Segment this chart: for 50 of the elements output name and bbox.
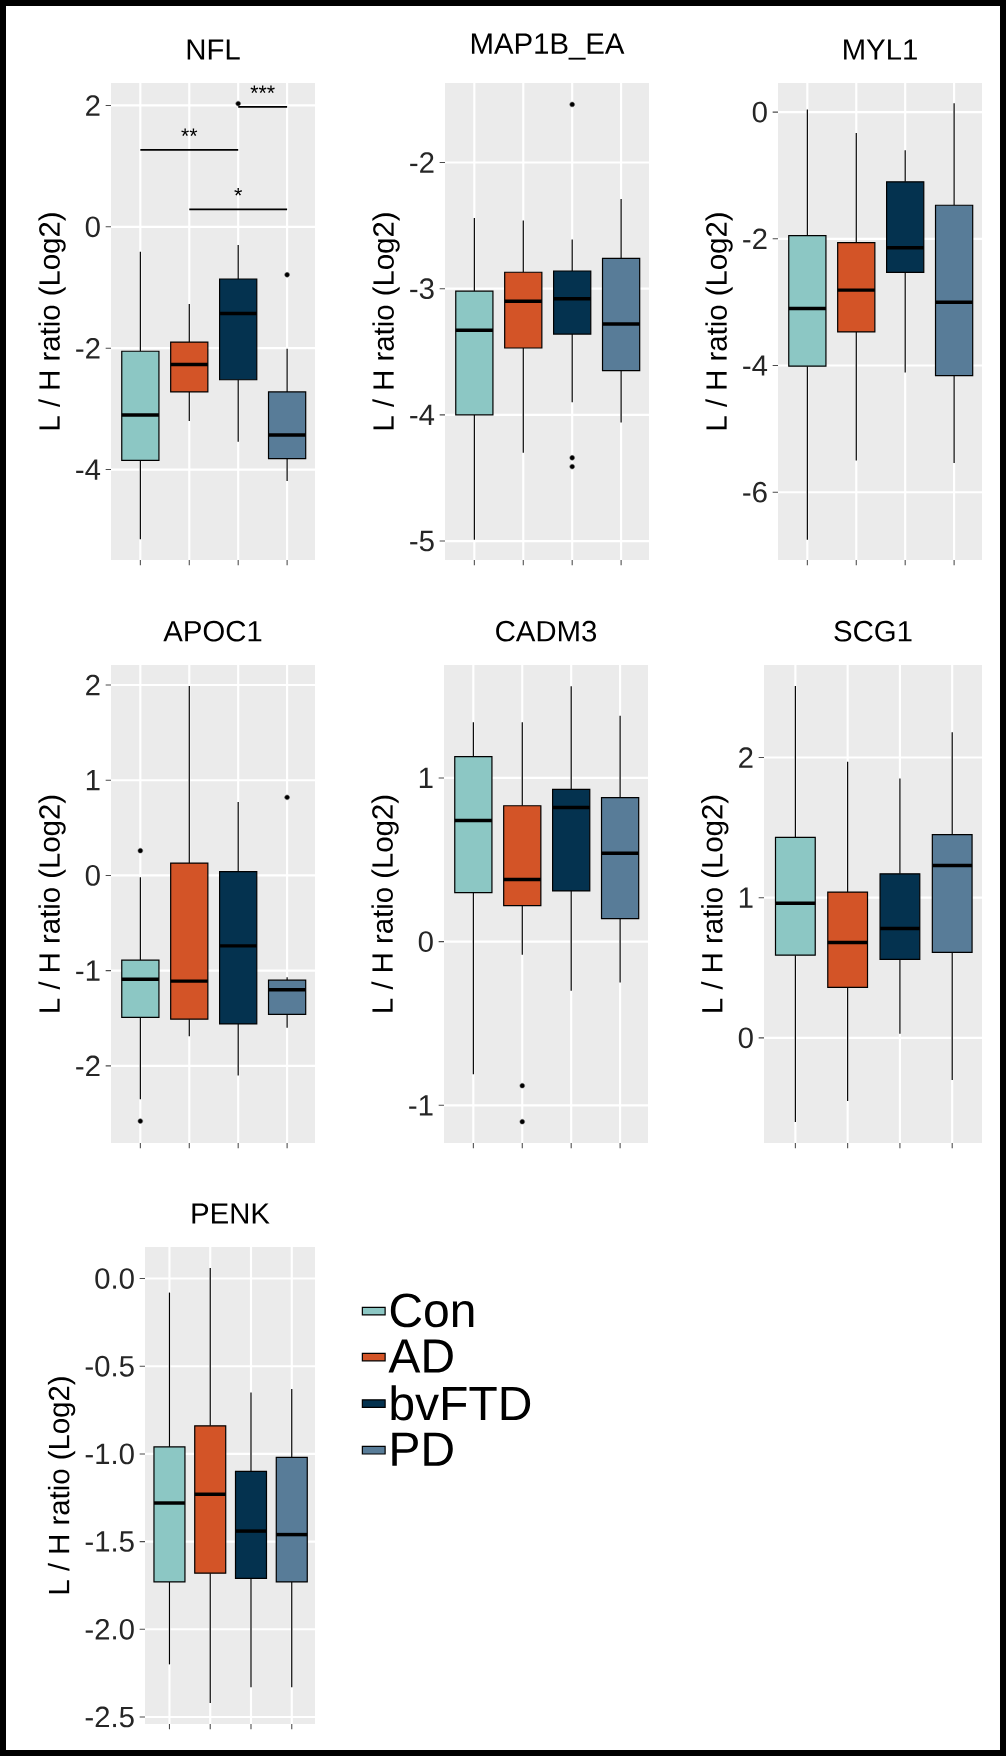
y-tick-label: -2 <box>743 228 767 250</box>
y-tick-label: -2 <box>76 337 100 359</box>
y-tick-label: 0 <box>418 931 433 953</box>
y-axis-title: L / H ratio (Log2) <box>701 795 729 1012</box>
y-axis-title: L / H ratio (Log2) <box>371 795 399 1012</box>
y-tick-label: 1 <box>86 770 100 791</box>
y-tick-label: 0 <box>85 865 100 886</box>
legend-label: bvFTD <box>391 1385 531 1421</box>
annotation: ** <box>181 128 198 136</box>
y-axis-title: L / H ratio (Log2) <box>38 213 66 430</box>
y-tick-label: 0 <box>752 101 767 123</box>
annotation: *** <box>250 85 275 93</box>
chart-title: SCG1 <box>834 620 912 642</box>
y-tick-label: -4 <box>743 355 768 376</box>
chart-title: MAP1B_EA <box>471 33 625 60</box>
chart-title: MYL1 <box>844 39 917 60</box>
y-tick-label: -3 <box>410 278 434 300</box>
y-tick-label: 1 <box>739 887 753 908</box>
y-tick-label: 2 <box>86 674 100 696</box>
y-tick-label: -2 <box>76 1055 100 1077</box>
legend-label: PD <box>392 1432 453 1466</box>
y-tick-label: -1.5 <box>85 1531 134 1552</box>
chart-title: CADM3 <box>496 620 597 642</box>
y-tick-label: -2.0 <box>85 1618 134 1640</box>
y-tick-label: -1.0 <box>85 1443 134 1465</box>
y-tick-label: -2 <box>410 152 434 173</box>
y-tick-label: -1 <box>409 1095 433 1116</box>
y-axis-title: L / H ratio (Log2) <box>47 1377 76 1594</box>
y-tick-label: 2 <box>739 747 753 768</box>
chart-title: NFL <box>187 39 240 60</box>
y-tick-label: -6 <box>743 481 767 503</box>
y-tick-label: -1 <box>76 960 100 981</box>
y-tick-label: -4 <box>76 459 101 480</box>
legend-label: AD <box>388 1339 453 1373</box>
y-tick-label: 2 <box>86 95 100 116</box>
legend-label: Con <box>390 1293 474 1328</box>
y-axis-title: L / H ratio (Log2) <box>705 213 733 430</box>
y-tick-label: -0.5 <box>85 1355 134 1377</box>
chart-title: APOC1 <box>163 620 262 642</box>
y-tick-label: 0 <box>85 216 100 238</box>
y-axis-title: L / H ratio (Log2) <box>38 795 66 1012</box>
chart-title: PENK <box>192 1203 270 1224</box>
y-axis-title: L / H ratio (Log2) <box>372 213 400 430</box>
y-tick-label: 0.0 <box>95 1268 134 1289</box>
y-tick-label: -5 <box>410 530 434 552</box>
y-tick-label: -2.5 <box>85 1706 134 1728</box>
y-tick-label: 1 <box>419 767 433 789</box>
y-tick-label: 0 <box>738 1027 753 1049</box>
y-tick-label: -4 <box>410 404 435 425</box>
annotation: * <box>234 188 243 196</box>
